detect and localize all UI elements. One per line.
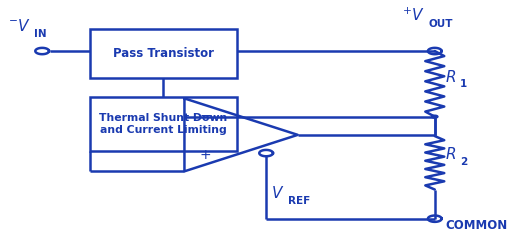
Text: Thermal Shunt Down
and Current Limiting: Thermal Shunt Down and Current Limiting (99, 113, 228, 135)
Text: $V$: $V$ (271, 185, 285, 201)
Circle shape (432, 115, 438, 118)
Text: $-$: $-$ (199, 107, 212, 122)
Text: IN: IN (34, 28, 46, 39)
Text: $+$: $+$ (199, 148, 212, 162)
Text: $R$: $R$ (445, 146, 456, 162)
Text: REF: REF (288, 196, 310, 206)
Text: COMMON: COMMON (445, 219, 508, 232)
Text: Pass Transistor: Pass Transistor (113, 47, 214, 60)
Text: 2: 2 (460, 156, 467, 167)
Text: 1: 1 (460, 79, 467, 89)
Text: OUT: OUT (428, 19, 453, 29)
Text: $^{+}V$: $^{+}V$ (402, 7, 424, 25)
Text: $R$: $R$ (445, 69, 456, 85)
Text: $^{-}V$: $^{-}V$ (8, 17, 31, 34)
FancyBboxPatch shape (90, 97, 237, 151)
FancyBboxPatch shape (90, 29, 237, 78)
